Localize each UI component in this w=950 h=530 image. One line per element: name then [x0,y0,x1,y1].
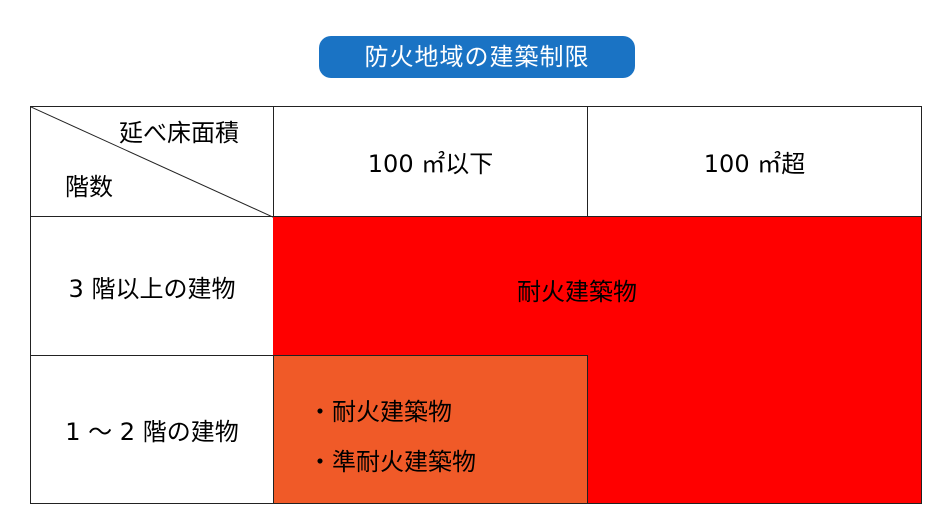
fireproof-building-label: 耐火建築物 [517,278,637,306]
orange-cell-list: ・耐火建築物 ・準耐火建築物 [308,393,476,493]
red-region-top [273,216,922,356]
row-header-3plus-floors: 3 階以上の建物 [30,216,274,356]
corner-label-bottom: 階数 [65,173,113,201]
col-header-small-area-label: 100 ㎡以下 [367,150,494,178]
row-header-1to2-floors: 1 ～ 2 階の建物 [30,355,274,504]
red-region-bottom-right [587,355,922,504]
col-header-large-area: 100 ㎡超 [587,106,922,217]
row-header-1to2-floors-label: 1 ～ 2 階の建物 [65,418,239,446]
row-header-3plus-floors-label: 3 階以上の建物 [68,274,236,303]
title-badge: 防火地域の建築制限 [319,36,635,78]
page-title: 防火地域の建築制限 [364,43,590,71]
list-item-semi-fireproof: ・準耐火建築物 [308,448,476,476]
col-header-large-area-label: 100 ㎡超 [703,150,806,178]
orange-cell [273,355,588,504]
col-header-small-area: 100 ㎡以下 [273,106,588,217]
corner-header-cell: 延べ床面積 階数 [30,106,275,218]
list-item-fireproof: ・耐火建築物 [308,398,452,426]
corner-label-top: 延べ床面積 [119,119,239,147]
diagonal-divider [31,107,275,218]
